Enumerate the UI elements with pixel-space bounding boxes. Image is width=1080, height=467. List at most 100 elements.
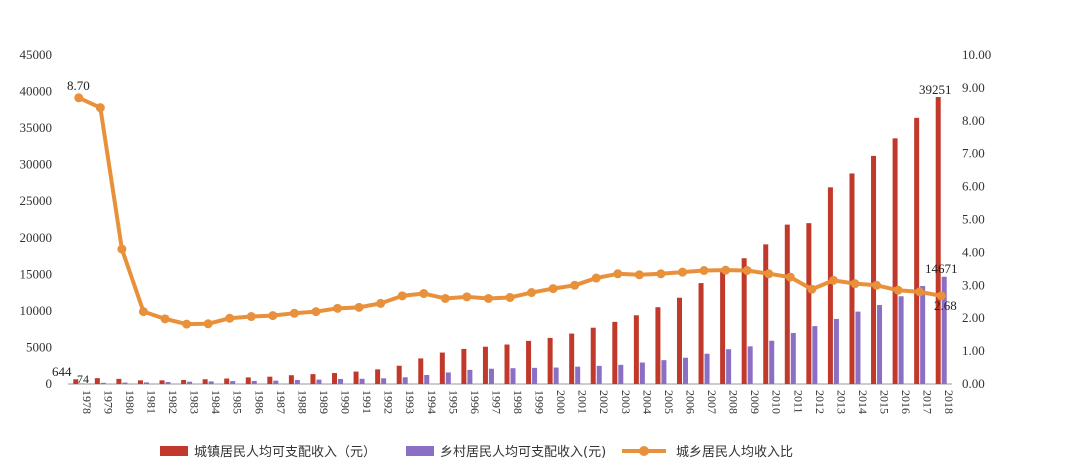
legend-label-ratio: 城乡居民人均收入比: [676, 445, 793, 460]
bar-rural: [855, 311, 861, 384]
bar-urban: [569, 333, 575, 384]
bar-rural: [273, 380, 279, 384]
ratio-point: [74, 93, 84, 103]
bar-urban: [73, 379, 79, 384]
bar-urban: [914, 117, 920, 385]
x-tick-label: 1992: [382, 390, 396, 414]
left-tick-label: 15000: [20, 266, 53, 281]
ratio-point: [160, 314, 170, 324]
x-tick-label: 1990: [339, 390, 353, 414]
x-tick-label: 1997: [489, 390, 503, 414]
bar-urban: [763, 244, 769, 384]
bar-rural: [877, 305, 883, 384]
bar-rural: [661, 360, 667, 384]
bar-urban: [612, 321, 618, 384]
x-tick-label: 1998: [511, 390, 525, 414]
bar-urban: [935, 97, 941, 384]
ratio-point: [807, 284, 817, 294]
bar-rural: [769, 340, 775, 384]
ratio-point: [591, 273, 601, 283]
bar-rural: [596, 365, 602, 384]
x-tick-label: 1994: [425, 390, 439, 414]
x-tick-label: 2004: [640, 390, 654, 414]
bars: [73, 97, 947, 385]
x-tick-label: 2005: [662, 390, 676, 414]
ratio-point: [311, 307, 321, 317]
ratio-point: [915, 287, 925, 297]
ratio-point: [397, 291, 407, 301]
bar-rural: [316, 379, 322, 384]
bar-rural: [208, 381, 214, 384]
x-tick-label: 1988: [295, 390, 309, 414]
bar-urban: [676, 297, 682, 384]
left-tick-label: 25000: [20, 193, 53, 208]
bar-rural: [553, 367, 559, 384]
bar-urban: [698, 283, 704, 384]
ratio-point: [570, 280, 580, 290]
bar-rural: [294, 380, 300, 384]
ratio-point: [634, 270, 644, 280]
legend-label-urban: 城镇居民人均可支配收入（元）: [194, 445, 376, 460]
x-tick-label: 1981: [144, 390, 158, 414]
bar-urban: [267, 376, 273, 384]
bar-urban: [181, 379, 187, 384]
x-tick-label: 1984: [209, 390, 223, 414]
bar-rural: [230, 381, 236, 384]
bar-urban: [482, 346, 488, 384]
x-tick-label: 1991: [360, 390, 374, 414]
bar-rural: [575, 366, 581, 384]
x-tick-label: 1986: [252, 390, 266, 414]
ratio-point: [699, 265, 709, 275]
bar-rural: [338, 378, 344, 384]
bar-urban: [461, 348, 467, 384]
bar-rural: [79, 383, 85, 384]
ratio-point: [613, 269, 623, 279]
x-axis-labels: 1978 1979 1980 1981 1982 1983 1984 1985 1986 1987…: [80, 390, 956, 414]
x-tick-label: 1982: [166, 390, 180, 414]
ratio-point: [182, 319, 192, 329]
legend-swatch-urban: [160, 446, 188, 456]
x-tick-label: 1999: [533, 390, 547, 414]
ratio-point: [483, 293, 493, 303]
bar-urban: [332, 373, 338, 384]
x-tick-label: 1987: [274, 390, 288, 414]
ratio-point: [785, 272, 795, 282]
bar-rural: [898, 296, 904, 384]
left-tick-label: 10000: [20, 303, 53, 318]
x-tick-label: 2009: [748, 390, 762, 414]
ratio-point: [850, 279, 860, 289]
bar-urban: [224, 378, 230, 384]
ratio-point: [268, 311, 278, 321]
bar-urban: [633, 315, 639, 384]
right-tick-label: 2.00: [962, 310, 985, 325]
ratio-point: [677, 267, 687, 277]
ratio-point: [333, 303, 343, 313]
bar-rural: [187, 381, 193, 384]
ratio-point: [893, 285, 903, 295]
bar-rural: [143, 382, 149, 384]
bar-rural: [639, 362, 645, 384]
legend-label-rural: 乡村居民人均可支配收入(元): [440, 445, 606, 460]
left-tick-label: 20000: [20, 230, 53, 245]
ratio-point: [138, 307, 148, 317]
annotation-ratio-first: 8.70: [67, 78, 90, 93]
right-axis: 0.00 1.00 2.00 3.00 4.00 5.00 6.00 7.00 8.00 9.00…: [962, 47, 991, 391]
bar-urban: [202, 379, 208, 384]
ratio-point: [764, 269, 774, 279]
legend: 城镇居民人均可支配收入（元） 乡村居民人均可支配收入(元) 城乡居民人均收入比: [160, 445, 793, 460]
bar-rural: [424, 375, 430, 384]
x-tick-label: 1983: [188, 390, 202, 414]
bar-urban: [720, 268, 726, 384]
ratio-point: [872, 280, 882, 290]
ratio-point: [419, 289, 429, 299]
bar-rural: [704, 353, 710, 384]
bar-rural: [165, 382, 171, 384]
legend-swatch-ratio-marker: [639, 446, 649, 456]
bar-urban: [310, 374, 316, 384]
bar-rural: [833, 318, 839, 384]
x-tick-label: 2010: [770, 390, 784, 414]
x-tick-label: 2003: [619, 390, 633, 414]
right-tick-label: 7.00: [962, 146, 985, 161]
ratio-point: [440, 293, 450, 303]
ratio-point: [721, 265, 731, 275]
